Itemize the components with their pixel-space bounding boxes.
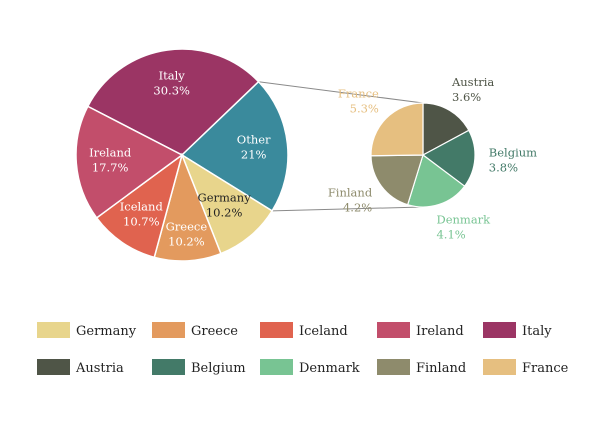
connector-line-bottom [272,206,424,212]
sub-slice-label-denmark: Denmark 4.1% [436,212,491,241]
legend-swatch-ireland [377,322,410,338]
legend-item-germany: Germany [37,322,137,339]
legend-label-italy: Italy [522,324,552,339]
legend-item-france: France [483,359,569,376]
legend-label-ireland: Ireland [416,324,464,339]
pie-slice-ireland [75,105,184,219]
legend-swatch-greece [152,322,185,338]
legend-item-greece: Greece [152,322,238,339]
main-pie: Italy 30.3% Other 21% Germany 10.2%Greece 10.2… [75,48,289,262]
legend-swatch-finland [377,359,410,375]
sub-slice-label-belgium: Belgium 3.8% [489,146,537,175]
pie-slice-other [180,80,289,212]
legend-item-denmark: Denmark [260,359,360,376]
legend: Germany Greece Iceland Ireland Italy Austria B… [37,322,569,376]
slice-label-italy: Italy 30.3% [153,69,190,98]
legend-item-ireland: Ireland [377,322,464,339]
slice-label-ireland: Ireland 17.7% [89,146,132,175]
pie-slice-iceland [95,153,184,259]
legend-swatch-belgium [152,359,185,375]
legend-label-france: France [522,361,569,376]
legend-item-iceland: Iceland [260,322,348,339]
legend-item-belgium: Belgium [152,359,246,376]
pie-slice-italy [86,48,260,156]
sub-slice-label-austria: Austria 3.6% [451,75,494,104]
legend-swatch-italy [483,322,516,338]
legend-swatch-denmark [260,359,293,375]
slice-label-iceland: Iceland 10.7% [120,199,164,228]
slice-label-other: Other 21% [237,133,271,162]
sub-pie-slice-finland [370,154,424,206]
slice-label-greece: Greece 10.2% [166,219,208,248]
legend-swatch-germany [37,322,70,338]
legend-swatch-iceland [260,322,293,338]
slice-label-germany: Germany 10.2% [198,190,252,219]
connector-line-top [258,81,424,104]
sub-slice-label-finland: Finland 4.2% [328,186,373,215]
sub-pie-slice-belgium [421,129,476,188]
sub-slice-label-france: France 5.3% [338,87,379,116]
legend-item-finland: Finland [377,359,466,376]
legend-swatch-france [483,359,516,375]
legend-label-denmark: Denmark [299,361,360,376]
legend-item-austria: Austria [37,359,124,376]
legend-label-iceland: Iceland [299,324,348,339]
legend-label-belgium: Belgium [191,361,246,376]
sub-pie-slice-france [370,102,424,157]
legend-label-austria: Austria [75,361,124,376]
sub-pie-slice-austria [422,102,470,157]
legend-label-germany: Germany [76,324,137,339]
legend-label-finland: Finland [416,361,466,376]
sub-pie-slice-denmark [406,154,466,208]
connector-lines [258,81,424,212]
legend-label-greece: Greece [191,324,238,339]
sub-pie: Austria 3.6% Belgium 3.8% Denmark 4.1% Finland… [328,75,537,242]
legend-item-italy: Italy [483,322,552,339]
legend-swatch-austria [37,359,70,375]
